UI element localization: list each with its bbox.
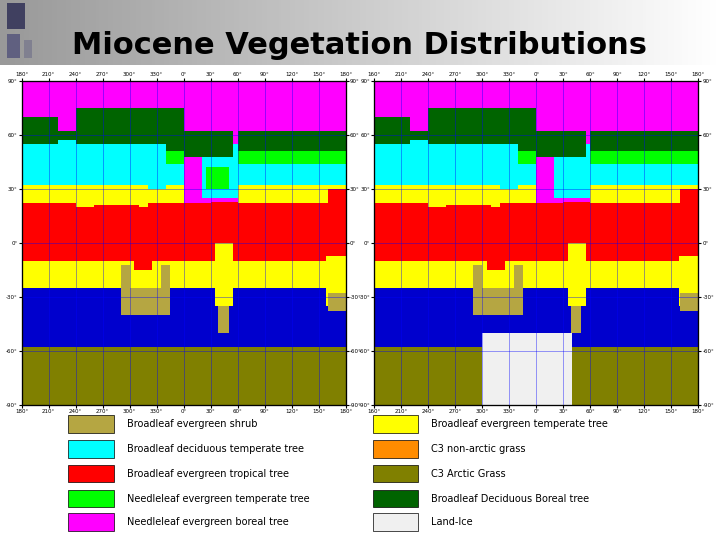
Text: C3 non-arctic grass: C3 non-arctic grass: [431, 444, 526, 454]
Bar: [22, 151, 346, 166]
Bar: [22, 204, 346, 261]
Bar: [680, 189, 698, 234]
Bar: [215, 243, 233, 306]
Bar: [68, 440, 114, 457]
Bar: [22, 140, 76, 167]
Bar: [22, 164, 346, 185]
Bar: [328, 189, 346, 234]
Bar: [536, 90, 582, 135]
Bar: [374, 347, 698, 405]
Bar: [680, 198, 712, 252]
Bar: [68, 415, 114, 433]
Bar: [428, 144, 518, 189]
Bar: [536, 131, 586, 157]
Bar: [22, 185, 346, 204]
Bar: [373, 415, 418, 433]
Bar: [94, 205, 138, 234]
Bar: [374, 164, 698, 185]
Bar: [76, 108, 184, 144]
Text: Broadleaf evergreen shrub: Broadleaf evergreen shrub: [127, 419, 257, 429]
Bar: [202, 144, 238, 198]
Text: Broadleaf deciduous temperate tree: Broadleaf deciduous temperate tree: [127, 444, 304, 454]
Bar: [373, 490, 418, 507]
Bar: [374, 117, 410, 144]
Bar: [374, 140, 428, 167]
Bar: [120, 265, 170, 315]
Bar: [487, 248, 505, 270]
Bar: [76, 144, 166, 189]
Bar: [22, 347, 346, 405]
Bar: [563, 201, 590, 234]
Bar: [68, 514, 114, 531]
Bar: [474, 265, 523, 315]
Bar: [184, 104, 238, 204]
Text: Land-Ice: Land-Ice: [431, 517, 473, 527]
Bar: [374, 151, 698, 166]
Bar: [7, 3, 25, 29]
Bar: [184, 131, 233, 157]
Text: Broadleaf evergreen temperate tree: Broadleaf evergreen temperate tree: [431, 419, 608, 429]
Text: Broadleaf Deciduous Boreal tree: Broadleaf Deciduous Boreal tree: [431, 494, 590, 504]
Bar: [68, 490, 114, 507]
Bar: [206, 167, 228, 189]
Bar: [22, 131, 346, 153]
Bar: [373, 514, 418, 531]
Bar: [325, 255, 353, 306]
Text: Miocene Vegetation Distributions: Miocene Vegetation Distributions: [73, 31, 647, 60]
Bar: [374, 204, 698, 261]
Bar: [130, 261, 161, 288]
Bar: [22, 117, 58, 144]
Bar: [374, 261, 698, 288]
Bar: [482, 333, 572, 405]
Bar: [22, 329, 346, 347]
Text: Broadleaf evergreen tropical tree: Broadleaf evergreen tropical tree: [127, 469, 289, 479]
Bar: [568, 243, 586, 306]
Bar: [184, 90, 228, 135]
Bar: [22, 81, 346, 135]
Bar: [680, 293, 700, 312]
Bar: [134, 248, 152, 270]
Bar: [374, 131, 698, 153]
Bar: [373, 465, 418, 482]
Bar: [24, 40, 32, 58]
Bar: [428, 108, 536, 144]
Bar: [428, 185, 500, 207]
Bar: [210, 201, 238, 234]
Bar: [68, 465, 114, 482]
Bar: [482, 261, 514, 288]
Bar: [22, 261, 346, 288]
Bar: [76, 185, 148, 207]
Text: C3 Arctic Grass: C3 Arctic Grass: [431, 469, 506, 479]
Bar: [328, 198, 359, 252]
Bar: [446, 205, 492, 234]
Bar: [571, 306, 582, 333]
Bar: [679, 255, 706, 306]
Bar: [373, 440, 418, 457]
Bar: [374, 185, 698, 204]
Bar: [217, 306, 229, 333]
Bar: [374, 329, 698, 347]
Bar: [374, 81, 698, 135]
Text: Needleleaf evergreen boreal tree: Needleleaf evergreen boreal tree: [127, 517, 289, 527]
Text: Needleleaf evergreen temperate tree: Needleleaf evergreen temperate tree: [127, 494, 310, 504]
Bar: [328, 293, 347, 312]
Bar: [536, 104, 590, 204]
Bar: [7, 33, 20, 58]
Bar: [554, 144, 590, 198]
